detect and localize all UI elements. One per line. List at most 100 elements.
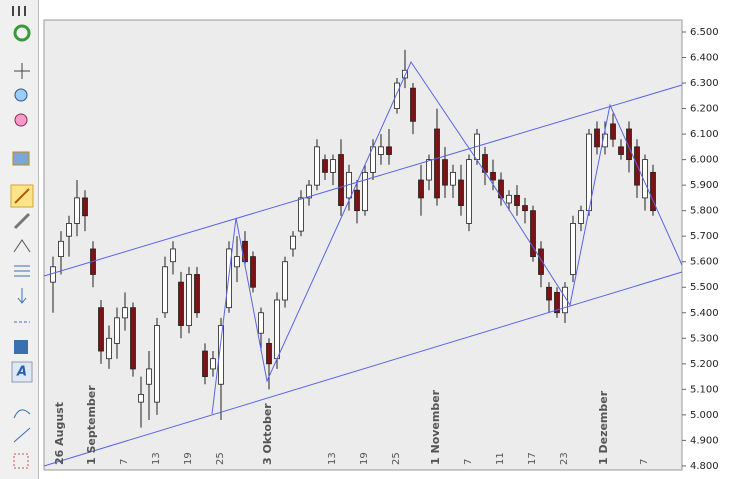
- candle-body: [98, 307, 104, 352]
- candle-body: [530, 210, 536, 258]
- candle-body: [426, 159, 432, 181]
- y-tick-label: 5.400: [690, 308, 719, 319]
- y-tick-label: 5.700: [690, 231, 719, 242]
- y-tick-label: 5.600: [690, 257, 719, 268]
- candle-body: [194, 274, 200, 314]
- candle-body: [538, 248, 544, 275]
- y-tick-label: 5.800: [690, 206, 719, 217]
- candle-body: [354, 189, 360, 212]
- y-tick-label: 6.200: [690, 104, 719, 115]
- arrow-button[interactable]: [17, 288, 27, 304]
- x-tick-label: 25: [215, 452, 226, 465]
- candle-body: [266, 342, 272, 365]
- candle-body: [74, 197, 80, 224]
- y-tick-label: 6.100: [690, 129, 719, 140]
- y-tick-label: 5.200: [690, 359, 719, 370]
- candle-body: [562, 286, 568, 314]
- candle-body: [610, 123, 616, 140]
- zoom-in-button[interactable]: [14, 88, 28, 102]
- candle-body: [282, 261, 288, 301]
- x-tick-label: 1 September: [85, 385, 98, 465]
- rectangle-button[interactable]: [14, 340, 28, 354]
- lower-channel-line[interactable]: [43, 271, 683, 467]
- channel-button[interactable]: [13, 212, 31, 230]
- chart-button[interactable]: [12, 151, 30, 166]
- candle-body: [546, 286, 552, 301]
- text-button[interactable]: [11, 361, 33, 383]
- x-tick-label: 11: [495, 452, 506, 465]
- candle-body: [338, 154, 344, 206]
- zigzag-button[interactable]: [13, 239, 31, 253]
- ray-button[interactable]: [13, 427, 31, 443]
- curve-button[interactable]: [13, 409, 31, 419]
- fib-button[interactable]: [14, 265, 30, 277]
- candle-body: [122, 307, 128, 319]
- candle-body: [522, 205, 528, 212]
- candle-body: [186, 274, 192, 326]
- zigzag-line[interactable]: [211, 60, 683, 415]
- x-tick-label: 17: [527, 452, 538, 465]
- candle-body: [82, 197, 88, 217]
- candle-body: [626, 128, 632, 161]
- x-tick-label: 13: [151, 452, 162, 465]
- candle-body: [154, 325, 160, 403]
- candle-body: [146, 368, 152, 385]
- y-tick-label: 5.100: [690, 384, 719, 395]
- candle-body: [458, 179, 464, 206]
- grip: [18, 6, 20, 16]
- candle-body: [642, 159, 648, 199]
- candle-body: [402, 69, 408, 79]
- grid-button[interactable]: [13, 453, 29, 469]
- candle-body: [650, 171, 656, 212]
- candle-body: [274, 299, 280, 360]
- candle-body: [394, 82, 400, 109]
- candle-body: [218, 325, 224, 385]
- candle-body: [554, 291, 560, 314]
- candle-body: [330, 159, 336, 173]
- zoom-out-button[interactable]: [14, 113, 28, 127]
- candle-body: [490, 171, 496, 181]
- x-tick-label: 26 August: [53, 402, 66, 465]
- candle-body: [130, 307, 136, 370]
- x-tick-label: 7: [639, 459, 650, 465]
- x-tick-label: 19: [359, 452, 370, 465]
- x-tick-label: 1 Dezember: [597, 390, 610, 465]
- candle-body: [298, 197, 304, 232]
- candle-body: [594, 128, 600, 148]
- candle-body: [322, 159, 328, 173]
- x-tick-label: 19: [183, 452, 194, 465]
- candle-body: [58, 240, 64, 258]
- x-tick-label: 25: [391, 452, 402, 465]
- candle-body: [418, 179, 424, 199]
- candle-body: [306, 184, 312, 199]
- drawings: [43, 60, 683, 467]
- candle-body: [170, 248, 176, 263]
- candle-body: [410, 87, 416, 122]
- candle-body: [234, 256, 240, 268]
- candle-body: [618, 146, 624, 155]
- candle-body: [162, 266, 168, 314]
- candle-body: [450, 171, 456, 186]
- y-tick-label: 5.900: [690, 180, 719, 191]
- y-tick-label: 6.400: [690, 53, 719, 64]
- y-tick-label: 5.500: [690, 282, 719, 293]
- candle-body: [290, 235, 296, 250]
- y-tick-label: 5.300: [690, 333, 719, 344]
- refresh-button[interactable]: [13, 24, 31, 42]
- candle-body: [498, 179, 504, 199]
- candle-body: [506, 194, 512, 204]
- candle-body: [106, 337, 112, 360]
- crosshair-button[interactable]: [14, 63, 30, 79]
- y-tick-label: 4.800: [690, 461, 719, 472]
- candle-body: [570, 223, 576, 275]
- y-tick-label: 4.900: [690, 435, 719, 446]
- candle-body: [210, 358, 216, 370]
- candle-body: [314, 146, 320, 186]
- grip: [12, 6, 14, 16]
- candle-body: [442, 159, 448, 186]
- x-tick-label: 1 November: [429, 389, 442, 465]
- candle-body: [50, 266, 56, 283]
- upper-channel-line[interactable]: [43, 84, 683, 277]
